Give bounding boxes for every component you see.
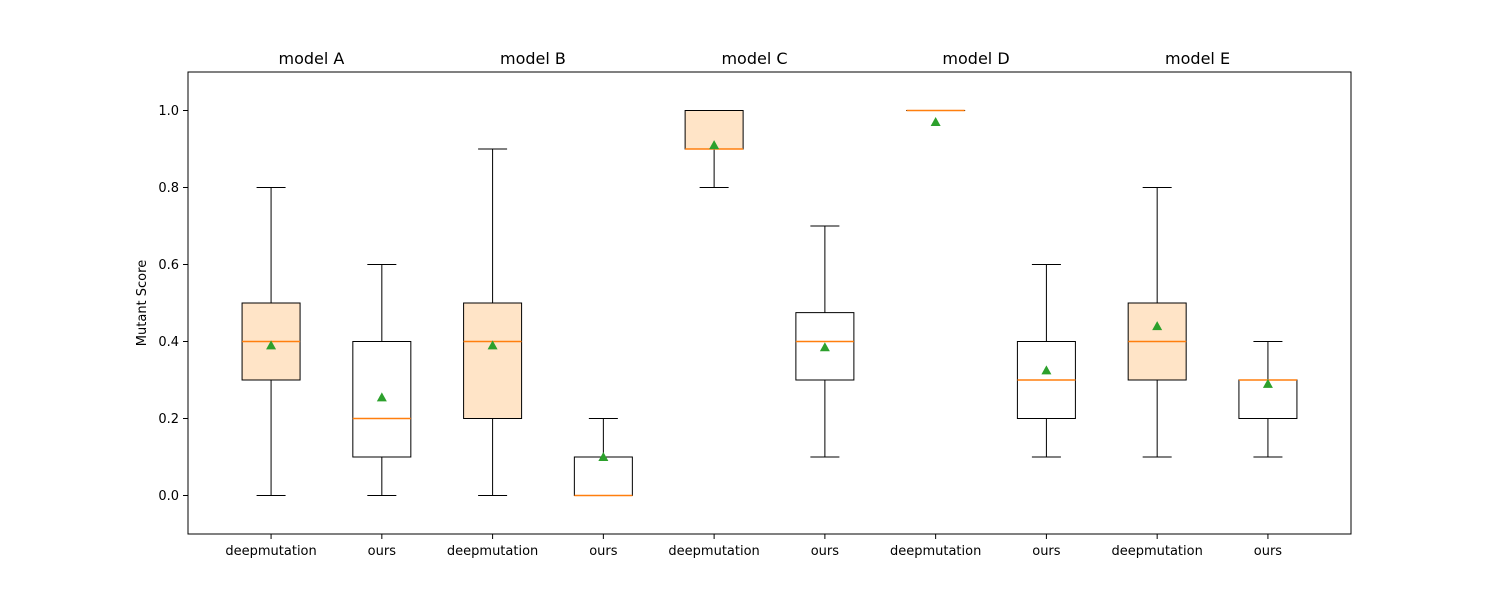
mean-marker — [1152, 321, 1163, 331]
y-tick-label: 0.4 — [158, 335, 179, 350]
mean-marker — [1041, 365, 1052, 375]
box-series — [241, 109, 1298, 497]
group-titles: model A model B model C model D model E — [279, 49, 1231, 68]
box-body — [573, 456, 633, 496]
group-title: model E — [1165, 49, 1230, 68]
box-3-deepmutation — [684, 110, 744, 188]
y-tick-label: 0.2 — [158, 412, 179, 427]
box-3-ours — [795, 225, 855, 458]
mean-marker — [376, 392, 387, 402]
x-tick-label: deepmutation — [1111, 544, 1202, 559]
box-2-ours — [573, 418, 633, 497]
plot-area — [187, 71, 1352, 535]
box-2-deepmutation — [463, 148, 523, 496]
x-tick-label: ours — [811, 544, 840, 559]
x-tick-label: deepmutation — [890, 544, 981, 559]
box-1-deepmutation — [241, 187, 301, 496]
box-5-deepmutation — [1127, 187, 1187, 458]
x-tick-label: deepmutation — [447, 544, 538, 559]
y-tick-label: 0.8 — [158, 181, 179, 196]
plot-frame — [187, 71, 1352, 535]
x-tick-label: deepmutation — [225, 544, 316, 559]
mean-marker — [487, 340, 498, 350]
box-4-ours — [1016, 264, 1076, 458]
x-tick-label: ours — [1254, 544, 1283, 559]
y-axis-label: Mutant Score — [135, 260, 150, 346]
mean-marker — [598, 452, 609, 461]
y-axis: Mutant Score 0.0 0.2 0.4 0.6 0.8 1.0 — [135, 104, 188, 504]
group-title: model A — [279, 49, 345, 68]
mean-marker — [1262, 378, 1273, 388]
group-title: model D — [942, 49, 1009, 68]
mean-marker — [819, 342, 830, 352]
mean-marker — [266, 340, 277, 350]
x-tick-label: ours — [1032, 544, 1061, 559]
x-tick-label: deepmutation — [668, 544, 759, 559]
box-5-ours — [1238, 341, 1298, 458]
mean-marker — [709, 140, 720, 150]
y-tick-label: 0.0 — [158, 489, 179, 504]
mean-marker — [930, 117, 941, 127]
x-tick-label: ours — [368, 544, 397, 559]
x-axis: deepmutation ours deepmutation ours deepmuta… — [225, 534, 1282, 559]
box-1-ours — [352, 264, 412, 496]
group-title: model C — [721, 49, 787, 68]
y-tick-label: 1.0 — [158, 104, 179, 119]
box-4-deepmutation — [906, 109, 966, 127]
box-body — [463, 302, 523, 419]
y-tick-label: 0.6 — [158, 258, 179, 273]
x-tick-label: ours — [589, 544, 618, 559]
group-title: model B — [500, 49, 566, 68]
